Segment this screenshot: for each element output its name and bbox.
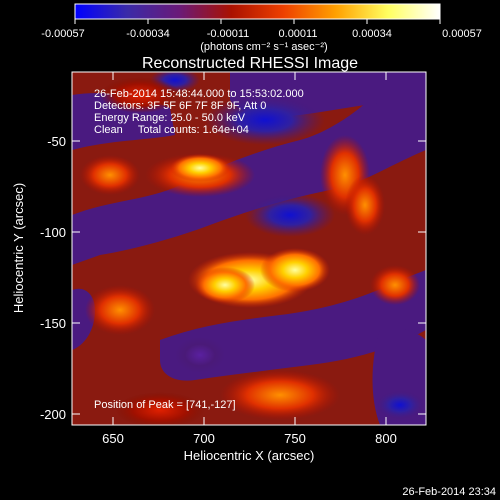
red-region bbox=[115, 392, 205, 425]
blue-core bbox=[205, 95, 325, 145]
info-block: 26-Feb-2014 15:48:44.000 to 15:53:02.000… bbox=[94, 88, 304, 136]
colorbar-tick-label: -0.00034 bbox=[126, 28, 169, 40]
x-tick-label: 800 bbox=[375, 431, 397, 446]
warm-source bbox=[370, 265, 420, 305]
colorbar-tick-label: -0.00057 bbox=[41, 28, 84, 40]
colorbar-tick-label: 0.00011 bbox=[279, 28, 318, 40]
purple-band bbox=[160, 270, 426, 381]
rhessi-image bbox=[72, 72, 426, 425]
colorbar-ticks bbox=[74, 19, 441, 24]
image-title: Reconstructed RHESSI Image bbox=[142, 55, 358, 72]
plot-frame bbox=[71, 71, 427, 426]
blue-core bbox=[175, 337, 225, 373]
x-tick-label: 750 bbox=[284, 431, 306, 446]
colorbar: -0.00057 -0.00034 -0.00011 0.00011 0.000… bbox=[41, 3, 482, 53]
hot-source bbox=[170, 154, 230, 182]
x-tick-label: 650 bbox=[102, 431, 124, 446]
y-axis-title: Heliocentric Y (arcsec) bbox=[11, 183, 26, 313]
x-tick-label: 700 bbox=[193, 431, 215, 446]
warm-source bbox=[220, 370, 340, 420]
colorbar-tick-label: -0.00011 bbox=[207, 28, 250, 40]
y-tick-label: -100 bbox=[40, 225, 66, 240]
peak-position-label: Position of Peak = [741,-127] bbox=[94, 399, 236, 411]
info-energy: Energy Range: 25.0 - 50.0 keV bbox=[94, 112, 246, 124]
warm-source bbox=[345, 175, 385, 235]
y-axis-ticks bbox=[72, 140, 426, 415]
y-tick-label: -50 bbox=[47, 134, 66, 149]
colorbar-gradient bbox=[74, 3, 441, 20]
warm-source bbox=[80, 155, 140, 195]
warm-source bbox=[85, 285, 155, 335]
hot-source bbox=[260, 248, 330, 292]
info-detectors: Detectors: 3F 5F 6F 7F 8F 9F, Att 0 bbox=[94, 100, 266, 112]
y-tick-label: -200 bbox=[40, 407, 66, 422]
footer-timestamp: 26-Feb-2014 23:34 bbox=[402, 486, 496, 498]
colorbar-tick-label: 0.00034 bbox=[352, 28, 392, 40]
x-axis-title: Heliocentric X (arcsec) bbox=[184, 448, 315, 463]
hot-source bbox=[195, 267, 255, 303]
colorbar-tick-label: 0.00057 bbox=[442, 28, 482, 40]
info-counts: Clean Total counts: 1.64e+04 bbox=[94, 124, 249, 136]
blue-core bbox=[375, 390, 425, 420]
info-time-range: 26-Feb-2014 15:48:44.000 to 15:53:02.000 bbox=[94, 88, 304, 100]
x-axis-ticks bbox=[112, 72, 387, 425]
colorbar-units: (photons cm⁻² s⁻¹ asec⁻²) bbox=[200, 41, 327, 53]
blue-core bbox=[245, 193, 335, 237]
y-tick-label: -150 bbox=[40, 316, 66, 331]
red-region bbox=[100, 77, 180, 113]
